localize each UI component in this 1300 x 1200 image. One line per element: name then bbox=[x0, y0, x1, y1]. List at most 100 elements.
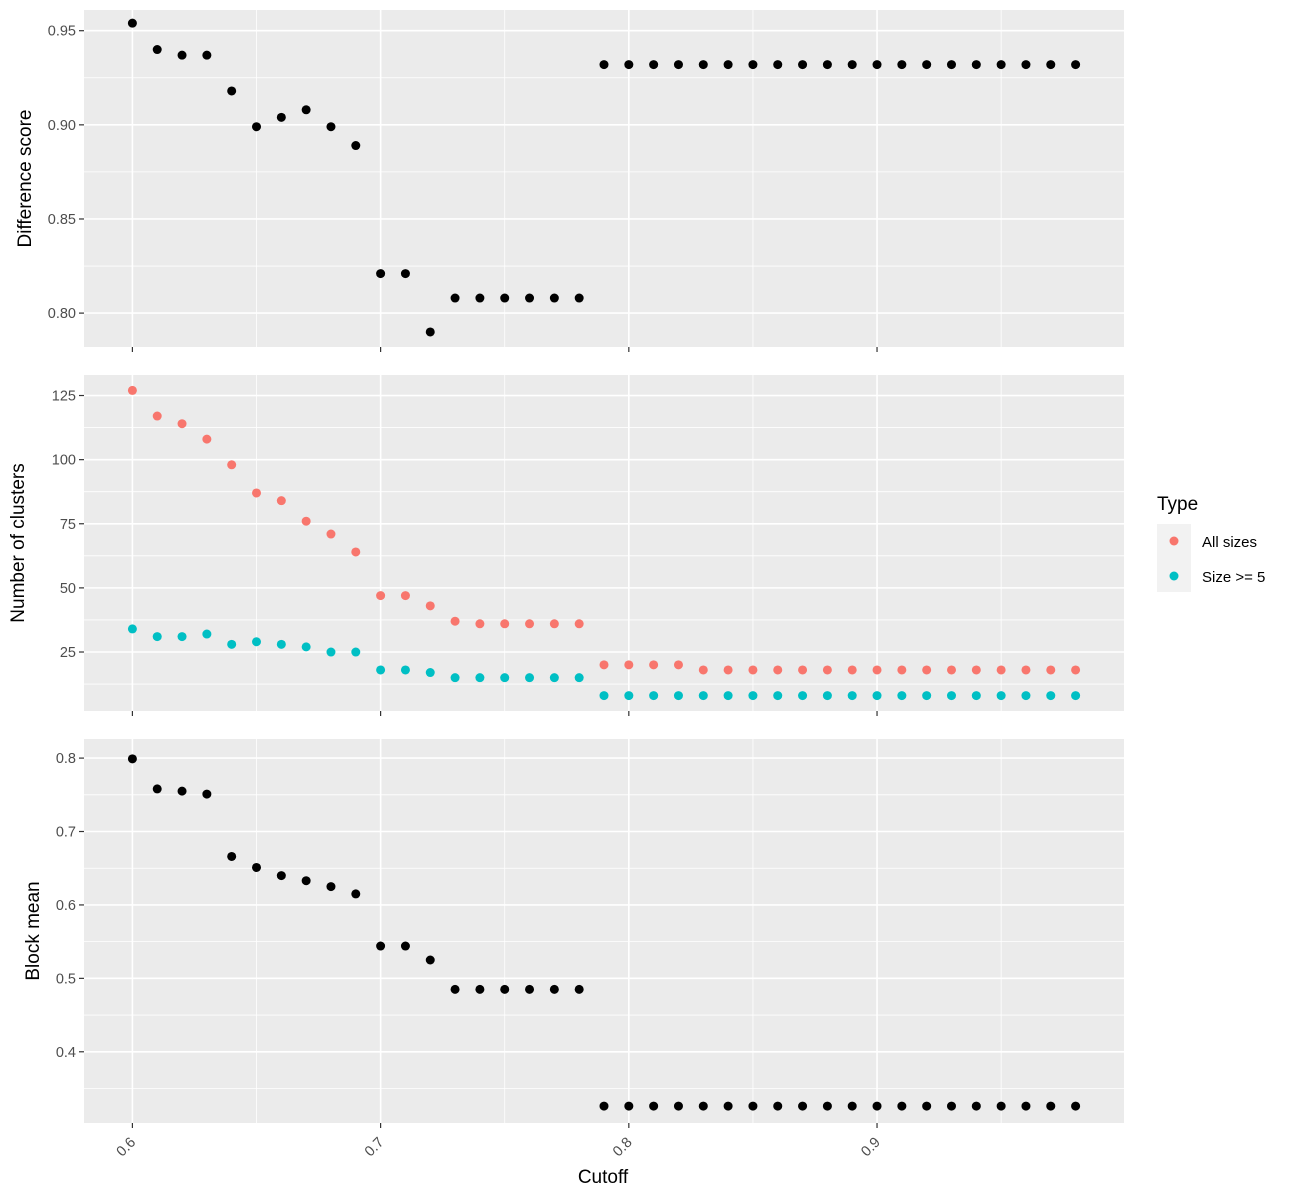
data-point bbox=[202, 50, 212, 60]
data-point bbox=[847, 60, 857, 70]
data-point bbox=[202, 789, 212, 799]
data-point bbox=[475, 293, 485, 303]
panel-difference-score: 0.80 0.85 0.90 0.95 Difference score bbox=[15, 10, 1124, 352]
data-point bbox=[152, 45, 162, 55]
all-sizes-point bbox=[152, 411, 162, 421]
panel-background bbox=[84, 739, 1124, 1123]
all-sizes-point bbox=[798, 665, 808, 675]
size-5-point bbox=[748, 691, 758, 701]
all-sizes-point bbox=[872, 665, 882, 675]
all-sizes-point bbox=[400, 591, 410, 601]
data-point bbox=[326, 882, 336, 892]
all-sizes-point bbox=[1071, 665, 1081, 675]
y-tick-label: 50 bbox=[60, 581, 76, 597]
all-sizes-point bbox=[1046, 665, 1056, 675]
legend-title: Type bbox=[1157, 494, 1198, 515]
size-5-point bbox=[252, 637, 262, 647]
size-5-point bbox=[798, 691, 808, 701]
size-5-point bbox=[872, 691, 882, 701]
data-point bbox=[276, 112, 286, 122]
data-point bbox=[500, 293, 510, 303]
data-point bbox=[1021, 1101, 1031, 1111]
data-point bbox=[599, 1101, 609, 1111]
size-5-point bbox=[996, 691, 1006, 701]
data-point bbox=[301, 105, 311, 115]
data-point bbox=[574, 293, 584, 303]
all-sizes-point bbox=[748, 665, 758, 675]
data-point bbox=[425, 327, 435, 337]
size-5-point bbox=[922, 691, 932, 701]
data-point bbox=[922, 1101, 932, 1111]
y-tick-label: 0.80 bbox=[48, 306, 76, 322]
data-point bbox=[897, 1101, 907, 1111]
size-5-point bbox=[301, 642, 311, 652]
data-point bbox=[525, 984, 535, 994]
data-point bbox=[698, 60, 708, 70]
size-5-point bbox=[127, 624, 137, 634]
y-tick-label: 0.7 bbox=[56, 825, 76, 841]
data-point bbox=[822, 1101, 832, 1111]
y-tick-label: 0.95 bbox=[48, 24, 76, 40]
data-point bbox=[922, 60, 932, 70]
y-tick-label: 0.8 bbox=[56, 751, 76, 767]
data-point bbox=[351, 141, 361, 151]
all-sizes-point bbox=[326, 529, 336, 539]
all-sizes-point bbox=[599, 660, 609, 670]
x-axis-title: Cutoff bbox=[578, 1167, 629, 1188]
data-point bbox=[748, 1101, 758, 1111]
all-sizes-point bbox=[624, 660, 634, 670]
size-5-point bbox=[549, 673, 559, 683]
data-point bbox=[723, 1101, 733, 1111]
size-5-point bbox=[351, 647, 361, 657]
data-point bbox=[748, 60, 758, 70]
data-point bbox=[822, 60, 832, 70]
size-5-point bbox=[425, 668, 435, 678]
all-sizes-point bbox=[500, 619, 510, 629]
data-point bbox=[798, 60, 808, 70]
data-point bbox=[400, 269, 410, 279]
size-5-point bbox=[227, 639, 237, 649]
data-point bbox=[599, 60, 609, 70]
all-sizes-point bbox=[649, 660, 659, 670]
legend-key-all-sizes bbox=[1169, 536, 1179, 546]
y-tick-label: 0.4 bbox=[56, 1045, 76, 1061]
all-sizes-point bbox=[475, 619, 485, 629]
all-sizes-point bbox=[847, 665, 857, 675]
all-sizes-point bbox=[549, 619, 559, 629]
data-point bbox=[475, 984, 485, 994]
size-5-point bbox=[946, 691, 956, 701]
data-point bbox=[276, 871, 286, 881]
all-sizes-point bbox=[574, 619, 584, 629]
size-5-point bbox=[773, 691, 783, 701]
size-5-point bbox=[698, 691, 708, 701]
data-point bbox=[798, 1101, 808, 1111]
data-point bbox=[773, 60, 783, 70]
data-point bbox=[723, 60, 733, 70]
all-sizes-point bbox=[301, 516, 311, 526]
data-point bbox=[376, 269, 386, 279]
data-point bbox=[1071, 60, 1081, 70]
size-5-point bbox=[276, 639, 286, 649]
data-point bbox=[847, 1101, 857, 1111]
data-point bbox=[252, 862, 262, 872]
legend-label-size-ge-5: Size >= 5 bbox=[1202, 569, 1265, 586]
legend: Type All sizes Size >= 5 bbox=[1157, 494, 1265, 592]
data-point bbox=[996, 1101, 1006, 1111]
data-point bbox=[872, 1101, 882, 1111]
y-tick-label: 0.85 bbox=[48, 212, 76, 228]
all-sizes-point bbox=[252, 488, 262, 498]
data-point bbox=[1046, 60, 1056, 70]
data-point bbox=[227, 851, 237, 861]
size-5-point bbox=[177, 632, 187, 642]
data-point bbox=[450, 984, 460, 994]
data-point bbox=[549, 293, 559, 303]
size-5-point bbox=[723, 691, 733, 701]
data-points bbox=[127, 754, 1081, 1111]
size-5-point bbox=[1021, 691, 1031, 701]
size-5-point bbox=[897, 691, 907, 701]
all-sizes-point bbox=[177, 419, 187, 429]
all-sizes-point bbox=[351, 547, 361, 557]
data-point bbox=[227, 86, 237, 96]
